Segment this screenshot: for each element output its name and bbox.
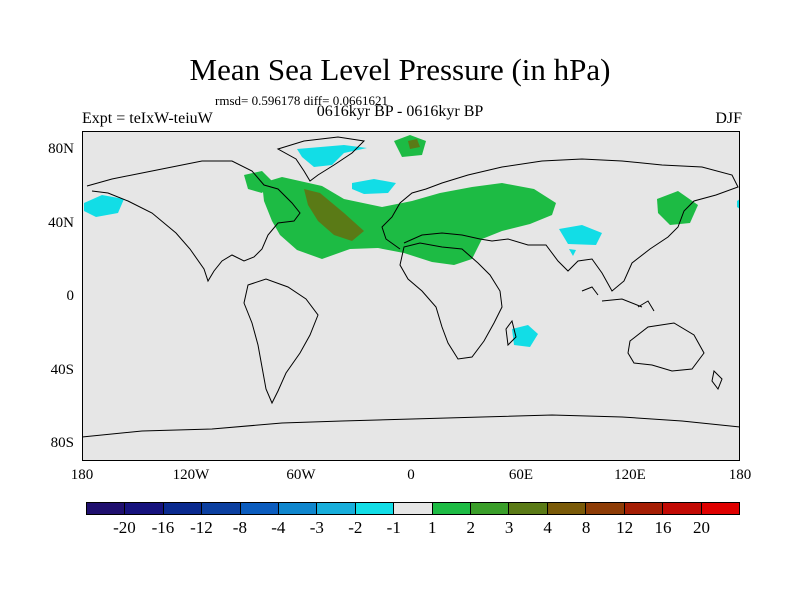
green-atlantic-eurasia xyxy=(262,177,556,265)
map-frame xyxy=(82,131,740,461)
colorbar-label: 3 xyxy=(504,518,514,537)
colorbar-swatch xyxy=(701,503,739,514)
lon-label-60w: 60W xyxy=(286,467,316,483)
colorbar-label: -12 xyxy=(190,518,213,537)
colorbar-swatch xyxy=(624,503,664,514)
colorbar-label: 12 xyxy=(616,518,634,537)
colorbar-swatch xyxy=(586,503,625,514)
lat-label-0: 0 xyxy=(66,288,75,304)
coastlines xyxy=(82,136,740,438)
north-america-coast xyxy=(86,160,301,283)
lat-label-80s: 80S xyxy=(50,435,74,451)
new-zealand-coast xyxy=(711,369,723,391)
cyan-north-pacific xyxy=(84,195,124,217)
colorbar-label: -1 xyxy=(386,518,401,537)
olive-north-atlantic xyxy=(304,189,364,241)
africa-coast xyxy=(399,242,503,360)
madagascar-coast xyxy=(505,319,517,347)
green-japan xyxy=(657,191,698,225)
australia-coast xyxy=(627,322,705,372)
colorbar-swatch xyxy=(509,503,548,514)
lon-label-180e: 180 xyxy=(728,467,752,483)
olive-svalbard xyxy=(408,139,420,149)
colorbar-swatch xyxy=(163,503,203,514)
colorbar-swatch xyxy=(394,503,433,514)
colorbar-swatch xyxy=(87,503,126,514)
plot-title: Mean Sea Level Pressure (in hPa) xyxy=(189,52,611,87)
negative-anomaly-regions xyxy=(84,145,740,347)
lon-label-60e: 60E xyxy=(508,467,534,483)
positive-anomaly-regions xyxy=(244,135,698,265)
colorbar-swatch xyxy=(471,503,510,514)
colorbar-swatch xyxy=(355,503,395,514)
experiment-label: Expt = teIxW-teiuW xyxy=(82,110,213,127)
maritime-islands xyxy=(581,286,655,312)
cyan-north-atlantic xyxy=(352,179,396,194)
cyan-india xyxy=(569,249,576,256)
colorbar-swatch xyxy=(317,503,356,514)
colorbar-label: 16 xyxy=(654,518,672,537)
cyan-greenland xyxy=(297,145,367,167)
colorbar-label: 8 xyxy=(581,518,591,537)
colorbar-swatch xyxy=(125,503,164,514)
colorbar-label: -16 xyxy=(151,518,175,537)
cyan-indian-ocean xyxy=(512,325,538,347)
greenland-coast xyxy=(276,136,366,182)
colorbar-label: 20 xyxy=(693,518,711,537)
period-label: 0616kyr BP - 0616kyr BP xyxy=(316,103,484,120)
lat-label-40s: 40S xyxy=(50,362,74,378)
colorbar-label: 1 xyxy=(427,518,437,537)
colorbar xyxy=(86,502,740,515)
colorbar-label: -4 xyxy=(271,518,286,537)
green-hudson-bay xyxy=(244,171,272,193)
colorbar-label: -3 xyxy=(309,518,324,537)
lat-label-80n: 80N xyxy=(48,141,74,157)
antarctica-coast xyxy=(82,414,740,438)
strong-positive-regions xyxy=(304,139,420,241)
lon-label-180w: 180 xyxy=(70,467,94,483)
south-america-coast xyxy=(243,278,319,405)
colorbar-swatch xyxy=(547,503,587,514)
colorbar-label: 2 xyxy=(466,518,475,537)
map-panel xyxy=(82,131,740,461)
colorbar-label: -8 xyxy=(232,518,247,537)
colorbar-swatch xyxy=(279,503,318,514)
cyan-tibet xyxy=(559,225,602,245)
season-label: DJF xyxy=(715,110,742,127)
lon-label-120w: 120W xyxy=(172,467,210,483)
colorbar-label: -2 xyxy=(348,518,363,537)
colorbar-swatch xyxy=(432,503,472,514)
map-background xyxy=(82,131,740,461)
stats-line: rmsd= 0.596178 diff= 0.0661621 xyxy=(215,93,388,108)
colorbar-swatch xyxy=(663,503,702,514)
lon-label-0: 0 xyxy=(407,467,415,483)
colorbar-label: 4 xyxy=(543,518,552,537)
colorbar-swatch xyxy=(240,503,280,514)
eurasia-coast xyxy=(381,158,739,292)
colorbar-swatch xyxy=(202,503,241,514)
colorbar-label: -20 xyxy=(113,518,136,537)
lon-label-120e: 120E xyxy=(614,467,646,483)
lat-label-40n: 40N xyxy=(48,215,74,231)
